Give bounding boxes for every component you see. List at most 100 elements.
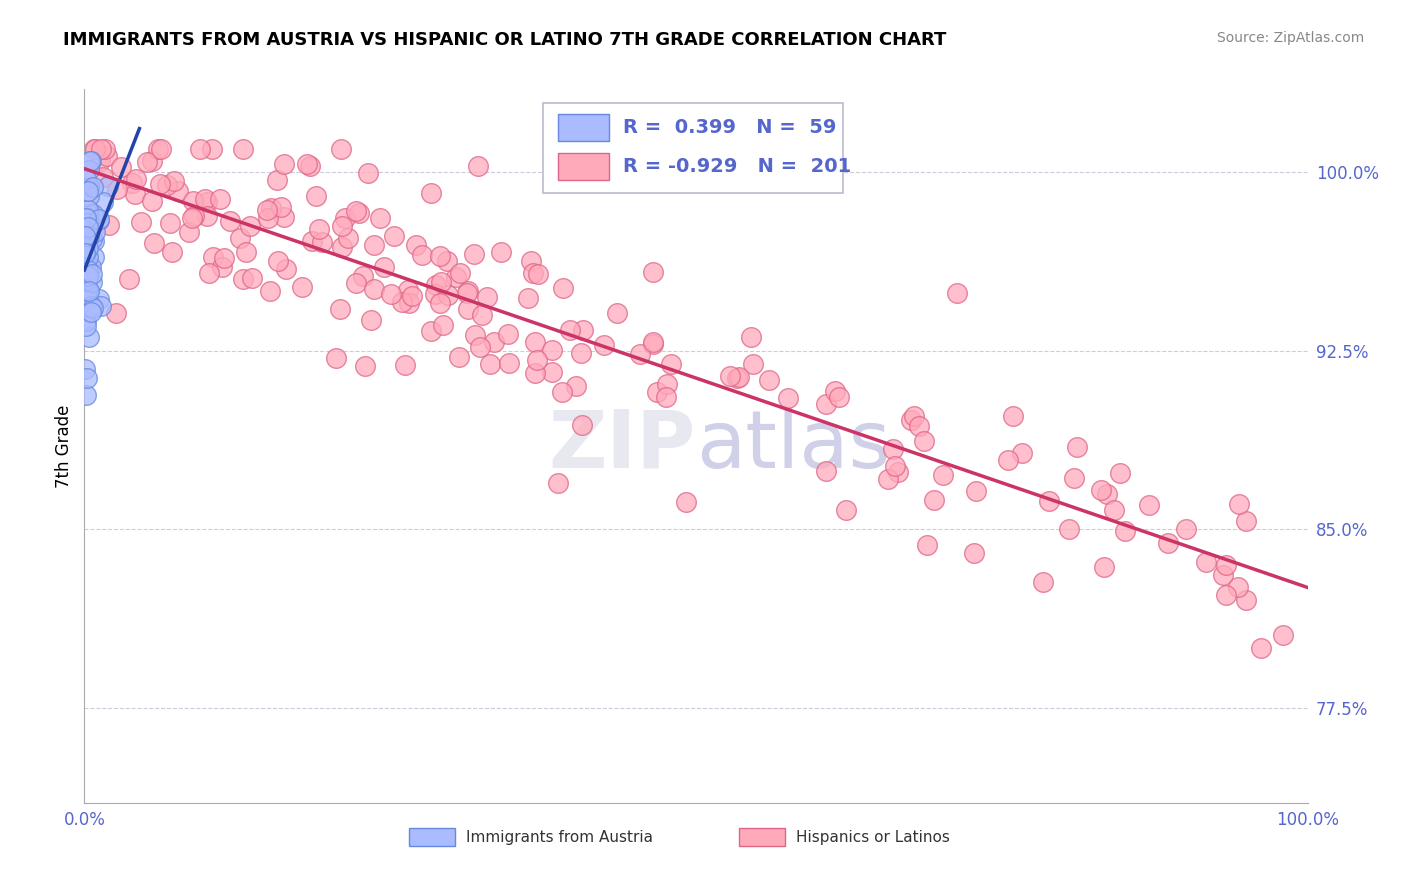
Point [77,284,100,298]
Point [273,210,295,224]
Point [118,272,141,286]
Point [1157,536,1180,550]
Text: Source: ZipAtlas.com: Source: ZipAtlas.com [1216,31,1364,45]
Point [84,142,107,156]
Point [430,275,453,289]
Point [197,195,219,210]
FancyBboxPatch shape [543,103,842,193]
Point [457,284,479,298]
Point [142,235,165,250]
Point [77,262,100,277]
Text: atlas: atlas [696,407,890,485]
Bar [738,828,786,846]
Point [163,174,186,188]
Point [915,537,938,551]
Point [266,173,288,187]
Point [965,483,987,498]
Point [76,370,98,384]
Point [963,546,986,560]
Point [105,182,128,196]
Point [464,328,486,343]
Point [87,212,110,227]
Point [1063,471,1085,485]
Point [75,319,97,334]
Point [553,281,575,295]
Point [211,260,233,274]
Point [274,261,297,276]
Point [82,301,104,315]
Point [347,206,370,220]
Point [814,464,837,478]
Point [368,211,391,225]
Point [931,467,953,482]
Point [257,211,280,225]
Point [73,253,96,268]
Point [828,390,851,404]
Point [75,235,97,249]
Text: R =  0.399   N =  59: R = 0.399 N = 59 [623,119,837,137]
Point [398,296,420,310]
Point [141,154,163,169]
Point [166,184,188,198]
Point [76,274,98,288]
Point [478,357,501,371]
Point [1271,628,1294,642]
Text: Hispanics or Latinos: Hispanics or Latinos [796,830,950,845]
Point [778,391,800,405]
Point [900,412,922,426]
Text: ZIP: ZIP [548,407,696,485]
Point [149,178,172,192]
Point [240,271,263,285]
Point [1227,497,1250,511]
Point [82,275,104,289]
Point [209,192,232,206]
Point [401,289,423,303]
Point [330,240,353,254]
Point [75,267,97,281]
Bar [558,114,609,141]
Point [136,154,159,169]
Point [299,159,322,173]
Point [90,299,112,313]
Point [77,271,100,285]
Point [260,201,283,215]
Point [432,318,454,333]
Point [181,194,204,209]
Point [1114,524,1136,538]
Bar [409,828,456,846]
Point [83,142,105,156]
Point [1038,493,1060,508]
Point [201,250,224,264]
Point [728,370,751,384]
Point [1137,498,1160,512]
Point [73,362,96,376]
Point [82,207,104,221]
Point [94,142,117,156]
Point [75,314,97,328]
Point [1212,568,1234,582]
Point [1011,446,1033,460]
Point [77,211,100,226]
Point [1002,409,1025,423]
Point [363,238,385,252]
Point [520,253,543,268]
Point [572,323,595,337]
Point [593,338,616,352]
Point [259,284,281,298]
Point [467,159,489,173]
Point [76,263,98,277]
Point [1250,641,1272,656]
Point [1236,515,1258,529]
Point [382,228,405,243]
Point [77,179,100,194]
Point [141,194,163,208]
Point [540,365,562,379]
Point [641,265,664,279]
Point [447,350,470,364]
Point [96,149,118,163]
Point [105,306,128,320]
Point [301,235,323,249]
Point [1215,558,1237,572]
Point [77,241,100,255]
Point [181,211,204,225]
